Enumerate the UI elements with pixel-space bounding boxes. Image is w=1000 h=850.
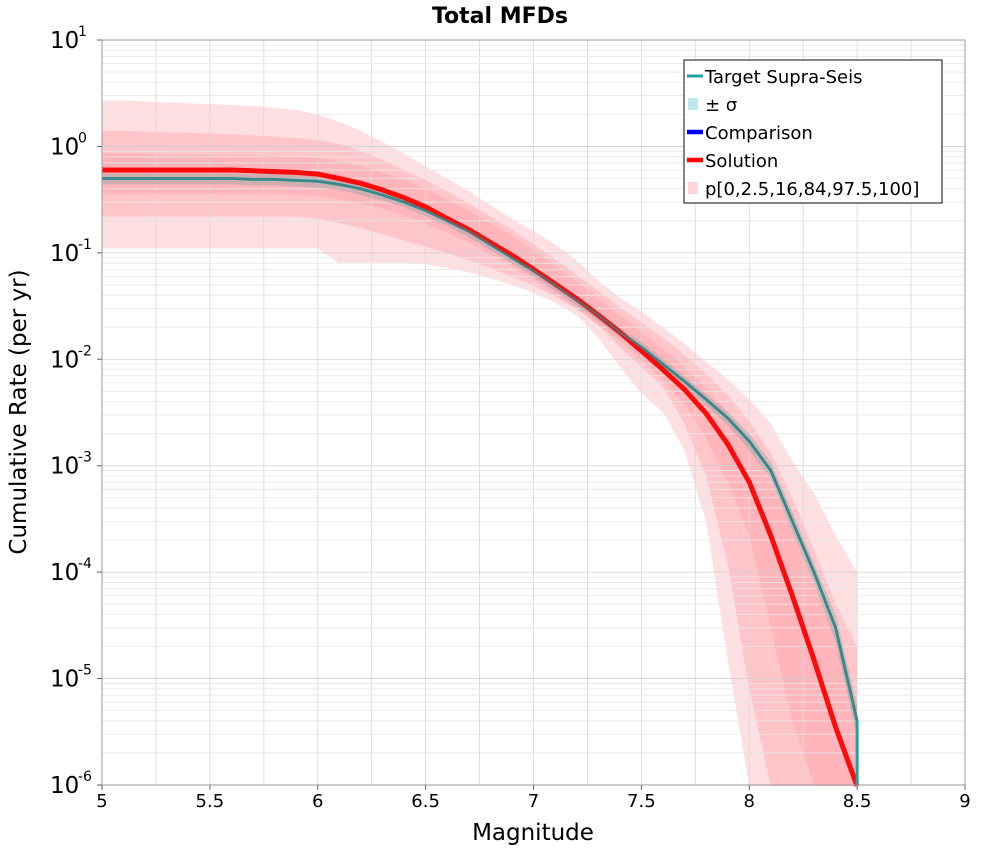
y-tick-label: 10 xyxy=(50,667,79,693)
legend-swatch xyxy=(688,98,698,110)
y-tick-exponent: -2 xyxy=(78,343,92,359)
y-axis-label: Cumulative Rate (per yr) xyxy=(6,269,32,554)
x-tick-label: 6 xyxy=(312,791,323,812)
series-solution xyxy=(102,167,860,787)
legend-label: p[0,2.5,16,84,97.5,100] xyxy=(705,179,919,200)
y-tick-exponent: -1 xyxy=(78,237,92,253)
y-tick-exponent: 0 xyxy=(78,130,87,146)
y-tick-label: 10 xyxy=(50,241,79,267)
y-tick-label: 10 xyxy=(50,347,79,373)
y-tick-exponent: -3 xyxy=(78,450,92,466)
legend-swatch xyxy=(688,182,698,194)
x-tick-label: 5.5 xyxy=(196,791,225,812)
series-target-overlay xyxy=(102,177,859,722)
x-tick-label: 8.5 xyxy=(843,791,872,812)
x-axis-ticks: 5 5.5 6 6.5 7 7.5 8 8.5 9 xyxy=(96,785,971,812)
x-tick-label: 7 xyxy=(528,791,539,812)
y-tick-label: 10 xyxy=(50,454,79,480)
y-tick-label: 10 xyxy=(50,134,79,160)
x-tick-label: 8 xyxy=(744,791,755,812)
x-tick-label: 5 xyxy=(96,791,107,812)
legend: Target Supra-Seis ± σ Comparison Solution p[… xyxy=(683,59,943,204)
y-tick-exponent: -5 xyxy=(78,663,92,679)
legend-label: Target Supra-Seis xyxy=(704,67,862,88)
chart-title: Total MFDs xyxy=(432,4,568,29)
legend-label: Solution xyxy=(705,151,778,172)
series-lines xyxy=(102,167,860,787)
y-tick-exponent: 1 xyxy=(78,24,87,40)
x-tick-label: 7.5 xyxy=(627,791,656,812)
x-tick-label: 6.5 xyxy=(411,791,440,812)
y-tick-label: 10 xyxy=(50,773,79,799)
legend-box xyxy=(683,59,943,204)
y-tick-label: 10 xyxy=(50,28,79,54)
y-tick-exponent: -4 xyxy=(78,556,92,572)
x-axis-label: Magnitude xyxy=(472,820,594,846)
y-tick-label: 10 xyxy=(50,560,79,586)
legend-label: Comparison xyxy=(705,123,813,144)
x-tick-label: 9 xyxy=(959,791,970,812)
y-tick-exponent: -6 xyxy=(78,769,92,785)
legend-label: ± σ xyxy=(705,95,737,116)
